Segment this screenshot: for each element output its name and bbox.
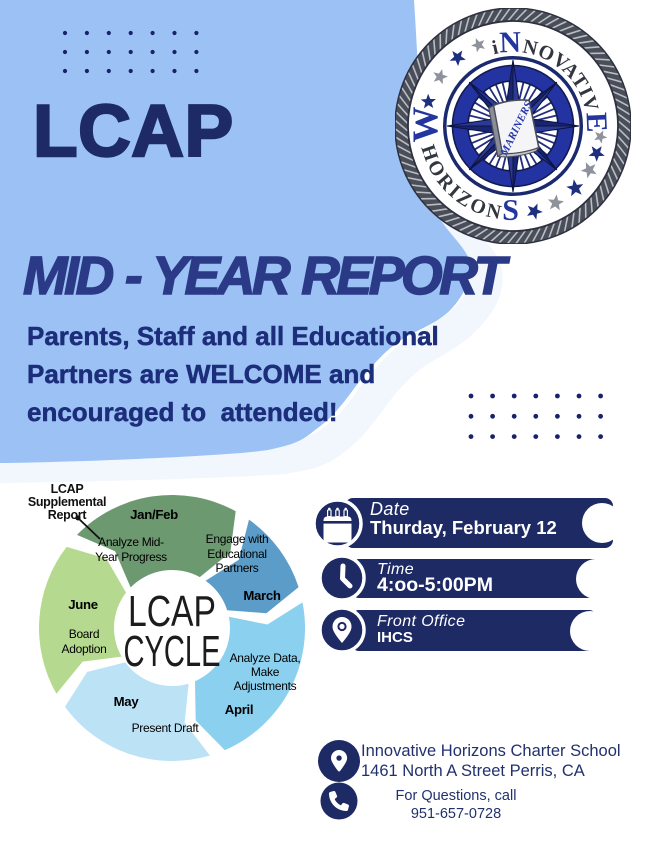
svg-text:LCAP: LCAP (128, 587, 216, 636)
svg-text:W: W (405, 107, 445, 143)
svg-text:CYCLE: CYCLE (124, 627, 221, 676)
